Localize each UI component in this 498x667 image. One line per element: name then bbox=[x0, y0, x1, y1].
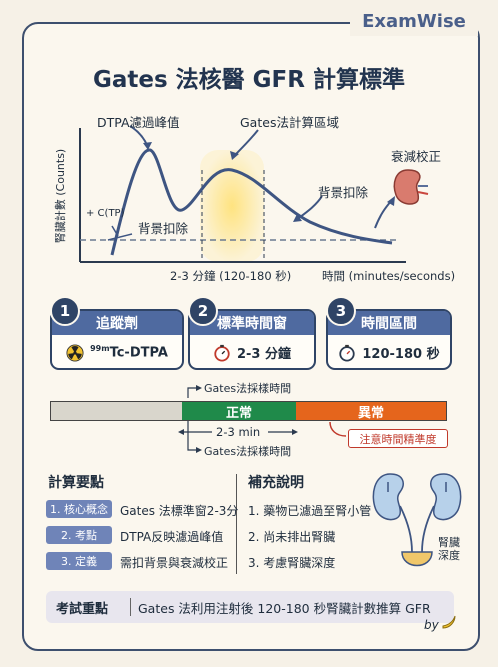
x-axis-label: 時間 (minutes/seconds) bbox=[322, 269, 456, 283]
c-arrow bbox=[111, 225, 119, 237]
step-value: 120-180 秒 bbox=[362, 347, 440, 362]
kidney-icon bbox=[393, 169, 429, 205]
signature: by bbox=[424, 618, 439, 632]
radiation-icon bbox=[66, 343, 84, 362]
isotope-superscript: 99m bbox=[90, 344, 110, 354]
sampling-time-bottom: Gates法採樣時間 bbox=[204, 445, 292, 458]
supplement-title: 補充說明 bbox=[248, 475, 304, 491]
point-tag: 3. 定義 bbox=[46, 552, 112, 570]
step-value: Tc-DTPA bbox=[109, 345, 168, 361]
timeline-range: 2-3 min bbox=[216, 425, 261, 439]
brand-logo: ExamWise bbox=[350, 6, 478, 36]
step-number-badge: 2 bbox=[188, 296, 218, 326]
step-value: 2-3 分鐘 bbox=[236, 347, 291, 362]
timeline-abnormal: 異常 bbox=[296, 401, 447, 421]
urinary-system-icon bbox=[372, 473, 462, 567]
region-label: Gates法計算區域 bbox=[240, 115, 339, 130]
sampling-time-top: Gates法採樣時間 bbox=[204, 382, 292, 395]
renogram-graph bbox=[79, 125, 429, 263]
window-label: 2-3 分鐘 (120-180 秒) bbox=[170, 269, 292, 283]
step-card-window: 標準時間窗 2-3 分鐘 bbox=[188, 309, 316, 370]
exam-text: Gates 法利用注射後 120-180 秒腎臟計數推算 GFR bbox=[138, 600, 431, 616]
c-label: + C(TP) bbox=[86, 208, 125, 219]
bg-right-label: 背景扣除 bbox=[318, 185, 369, 200]
point-text: Gates 法標準窗2-3分 bbox=[120, 504, 239, 518]
points-title: 計算要點 bbox=[48, 475, 104, 491]
point-text: DTPA反映濾過峰值 bbox=[120, 530, 224, 544]
depth-label: 腎臟 深度 bbox=[438, 536, 460, 562]
peak-label: DTPA濾過峰值 bbox=[97, 115, 180, 130]
section-divider bbox=[236, 474, 237, 574]
point-tag: 1. 核心概念 bbox=[46, 500, 112, 518]
precision-note: 注意時間精準度 bbox=[348, 429, 448, 448]
stopwatch-icon bbox=[214, 344, 230, 362]
timeline-pre bbox=[50, 401, 183, 421]
gates-region bbox=[200, 150, 264, 262]
atten-arrow bbox=[374, 199, 393, 229]
atten-label: 衰減校正 bbox=[391, 149, 442, 164]
step-number-badge: 3 bbox=[326, 296, 356, 326]
timeline-arrows bbox=[178, 385, 347, 453]
y-axis-label: 腎臟計數 (Counts) bbox=[54, 148, 67, 244]
bg-left-label: 背景扣除 bbox=[138, 221, 189, 236]
step-card-tracer: 追蹤劑 99mTc-DTPA bbox=[50, 309, 184, 370]
step-number-badge: 1 bbox=[50, 296, 80, 326]
supplement-item: 2. 尚未排出腎臟 bbox=[248, 530, 336, 544]
bg-left-arrow bbox=[107, 233, 133, 241]
banana-icon bbox=[442, 615, 456, 629]
renogram-curve bbox=[110, 148, 393, 256]
supplement-item: 1. 藥物已濾過至腎小管 bbox=[248, 504, 372, 518]
exam-tag: 考試重點 bbox=[56, 601, 109, 617]
point-text: 需扣背景與衰減校正 bbox=[120, 556, 229, 570]
stopwatch-icon bbox=[339, 344, 356, 362]
supplement-item: 3. 考慮腎臟深度 bbox=[248, 556, 336, 570]
point-tag: 2. 考點 bbox=[46, 526, 112, 544]
page-title: Gates 法核醫 GFR 計算標準 bbox=[92, 67, 405, 93]
exam-divider bbox=[130, 598, 131, 616]
timeline-normal: 正常 bbox=[182, 401, 296, 421]
exam-banner: 考試重點 Gates 法利用注射後 120-180 秒腎臟計數推算 GFR bbox=[46, 591, 454, 623]
